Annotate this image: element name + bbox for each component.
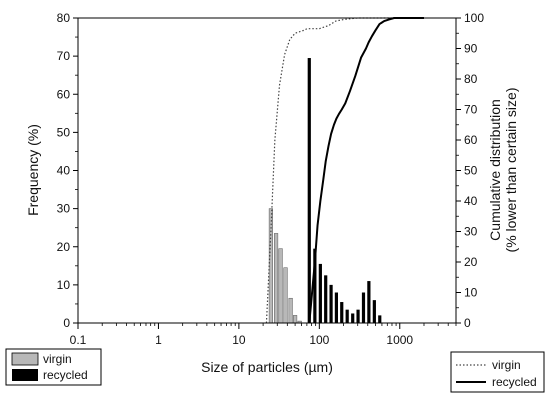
plot-frame xyxy=(77,17,457,324)
x-tick-label-2: 10 xyxy=(232,333,246,347)
bar-recycled-10 xyxy=(361,292,366,323)
y-right-tick-label-9: 90 xyxy=(464,42,478,56)
y-right-tick-label-10: 100 xyxy=(464,11,484,25)
bar-virgin-1 xyxy=(274,233,279,324)
bar-recycled-1 xyxy=(313,248,317,323)
y-axis-left-title: Frequency (%) xyxy=(25,124,41,216)
bar-virgin-4 xyxy=(288,297,293,324)
line-legend-box xyxy=(450,351,545,393)
line-legend: virgin recycled xyxy=(450,351,545,393)
bar-virgin-3 xyxy=(283,267,288,324)
bar-recycled-9 xyxy=(356,309,360,323)
y-axis-right-title-line1: Cumulative distribution xyxy=(487,99,503,241)
x-tick-label-3: 100 xyxy=(309,333,329,347)
bar-recycled-11 xyxy=(367,281,371,323)
line-legend-label-virgin: virgin xyxy=(492,358,521,372)
y-right-tick-label-1: 10 xyxy=(464,286,478,300)
y-left-tick-label-5: 50 xyxy=(57,125,71,139)
bar-recycled-4 xyxy=(329,284,333,324)
y-right-tick-label-3: 30 xyxy=(464,225,478,239)
y-left-tick-label-6: 60 xyxy=(57,87,71,101)
y-left-tick-label-8: 80 xyxy=(57,11,71,25)
bar-recycled-5 xyxy=(334,292,338,323)
bar-recycled-13 xyxy=(378,315,382,324)
y-right-tick-label-8: 80 xyxy=(464,72,478,86)
y-right-tick-label-5: 50 xyxy=(464,164,478,178)
x-axis-title: Size of particles (µm) xyxy=(201,359,333,375)
bar-virgin-5 xyxy=(293,315,298,324)
y-right-tick-label-2: 20 xyxy=(464,255,478,269)
y-left-tick-label-1: 10 xyxy=(57,278,71,292)
bar-virgin-2 xyxy=(278,248,283,324)
bar-recycled-2 xyxy=(318,263,322,323)
ticks-layer: 0.1 1 10 100 1000 0 10 20 30 40 50 60 70 80 0 10 20 30 40 5… xyxy=(57,11,485,347)
x-tick-label-0: 0.1 xyxy=(70,333,87,347)
y-right-tick-label-6: 60 xyxy=(464,133,478,147)
bar-legend-swatch-virgin xyxy=(11,352,39,366)
y-right-tick-label-0: 0 xyxy=(464,316,471,330)
bar-recycled-3 xyxy=(324,275,328,323)
y-left-tick-label-0: 0 xyxy=(63,316,70,330)
y-left-tick-label-2: 20 xyxy=(57,240,71,254)
x-tick-label-1: 1 xyxy=(155,333,162,347)
bars-layer xyxy=(268,58,382,324)
bar-legend-label-virgin: virgin xyxy=(43,352,72,366)
y-left-tick-label-4: 40 xyxy=(57,164,71,178)
bar-legend: virgin recycled xyxy=(5,348,102,386)
bar-legend-label-recycled: recycled xyxy=(43,368,88,382)
y-right-tick-label-7: 70 xyxy=(464,103,478,117)
bar-recycled-12 xyxy=(372,300,376,324)
bar-recycled-7 xyxy=(345,309,349,323)
y-left-tick-label-3: 30 xyxy=(57,202,71,216)
y-left-tick-label-7: 70 xyxy=(57,49,71,63)
cumulative-line-recycled xyxy=(308,17,424,324)
x-tick-label-4: 1000 xyxy=(386,333,413,347)
y-axis-right-title-line2: (% lower than certain size) xyxy=(503,88,519,253)
bar-recycled-6 xyxy=(340,302,344,323)
bar-recycled-0 xyxy=(307,58,311,323)
y-right-tick-label-4: 40 xyxy=(464,194,478,208)
bar-recycled-8 xyxy=(351,313,355,323)
lines-layer xyxy=(265,17,424,324)
bar-legend-swatch-recycled xyxy=(12,369,38,381)
line-legend-label-recycled: recycled xyxy=(492,375,537,389)
cumulative-line-virgin xyxy=(265,17,424,324)
